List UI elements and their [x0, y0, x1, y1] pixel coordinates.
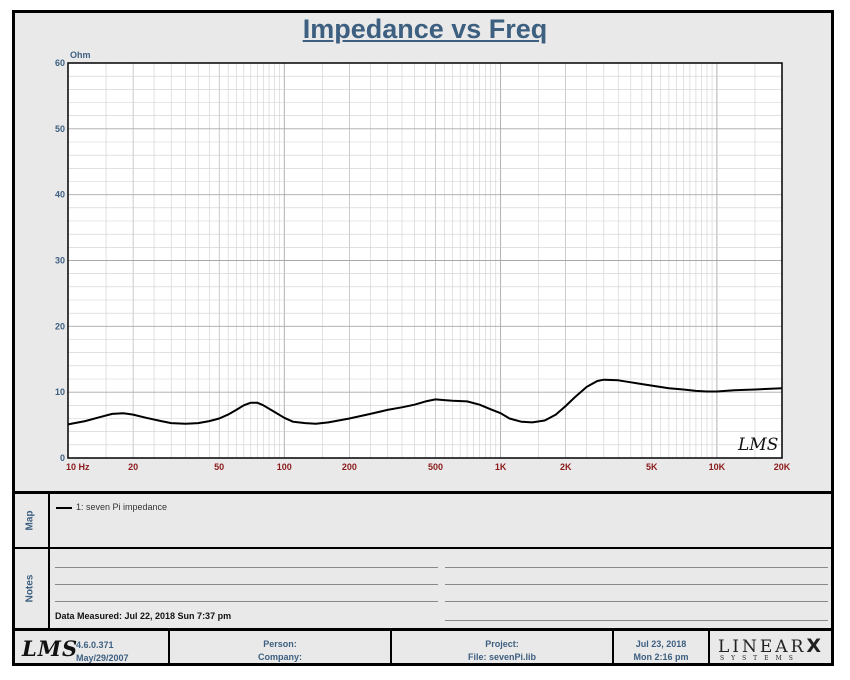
map-label: Map — [24, 510, 36, 531]
brand-x: X — [806, 635, 825, 657]
note-line[interactable] — [445, 567, 828, 568]
series-layer — [67, 378, 783, 426]
version-date: May/29/2007 — [76, 653, 129, 663]
map-side-label: Map — [12, 494, 50, 547]
footer-project-cell: Project: File: sevenPi.lib — [392, 631, 614, 666]
file-label: File: sevenPi.lib — [467, 652, 537, 662]
lms-logo: LMS — [22, 636, 79, 661]
brand-sub: SYSTEMS — [720, 655, 800, 662]
y-tick-label: 60 — [55, 58, 65, 68]
x-tick-label: 20 — [128, 462, 138, 472]
notes-label: Notes — [24, 574, 36, 603]
note-line[interactable] — [445, 620, 828, 621]
x-tick-label: 100 — [277, 462, 292, 472]
x-tick-label: 1K — [495, 462, 507, 472]
brand-name: LINEAR — [718, 637, 807, 657]
project-label: Project: — [485, 639, 519, 649]
x-tick-label: 5K — [646, 462, 658, 472]
x-tick-label: 10K — [709, 462, 726, 472]
x-tick-label: 50 — [214, 462, 224, 472]
plot-area-border — [67, 62, 783, 459]
x-tick-label: 10 Hz — [66, 462, 90, 472]
note-line[interactable] — [55, 584, 438, 585]
x-tick-label: 20K — [774, 462, 791, 472]
y-tick-label: 30 — [55, 256, 65, 266]
note-line[interactable] — [55, 567, 438, 568]
footer-person-cell: Person: Company: — [170, 631, 392, 666]
note-line[interactable] — [55, 601, 438, 602]
footer-time: Mon 2:16 pm — [633, 652, 689, 662]
y-tick-label: 20 — [55, 321, 65, 331]
version-number: 4.6.0.371 — [76, 640, 114, 650]
linearx-logo: LINEARX SYSTEMS — [712, 631, 830, 666]
legend-line-sample — [56, 507, 72, 509]
chart-grid — [67, 62, 783, 459]
y-tick-label: 10 — [55, 387, 65, 397]
map-section: Map 1: seven Pi impedance — [12, 494, 834, 549]
notes-section: Notes Data Measured: Jul 22, 2018 Sun 7:… — [12, 549, 834, 631]
x-tick-label: 500 — [428, 462, 443, 472]
notes-side-label: Notes — [12, 549, 50, 628]
y-tick-label: 50 — [55, 124, 65, 134]
y-tick-label: 40 — [55, 190, 65, 200]
footer-date-cell: Jul 23, 2018 Mon 2:16 pm — [614, 631, 710, 666]
chart-title: Impedance vs Freq — [302, 14, 548, 44]
footer-date: Jul 23, 2018 — [635, 639, 687, 649]
legend-entry: 1: seven Pi impedance — [76, 502, 168, 512]
y-tick-label: 0 — [60, 453, 65, 463]
axis-ticks: 0 10 20 30 40 50 60 10 Hz 20 50 100 200 500 1K 2K 5K 10K… — [55, 58, 791, 472]
x-tick-label: 200 — [342, 462, 357, 472]
note-line[interactable] — [445, 584, 828, 585]
chart-divider — [12, 491, 834, 494]
series-line-seven-pi-impedance — [67, 378, 783, 426]
company-label: Company: — [257, 652, 302, 662]
chart-annotation-lms: LMS — [737, 435, 778, 455]
y-axis-unit: Ohm — [70, 50, 91, 60]
data-measured-text: Data Measured: Jul 22, 2018 Sun 7:37 pm — [55, 611, 232, 621]
version-info: 4.6.0.371 May/29/2007 — [76, 639, 129, 665]
note-line[interactable] — [445, 601, 828, 602]
x-tick-label: 2K — [560, 462, 572, 472]
footer-version-cell: LMS 4.6.0.371 May/29/2007 — [12, 631, 170, 666]
footer-bar: LMS 4.6.0.371 May/29/2007 Person: Compan… — [12, 631, 834, 666]
person-label: Person: — [263, 639, 297, 649]
